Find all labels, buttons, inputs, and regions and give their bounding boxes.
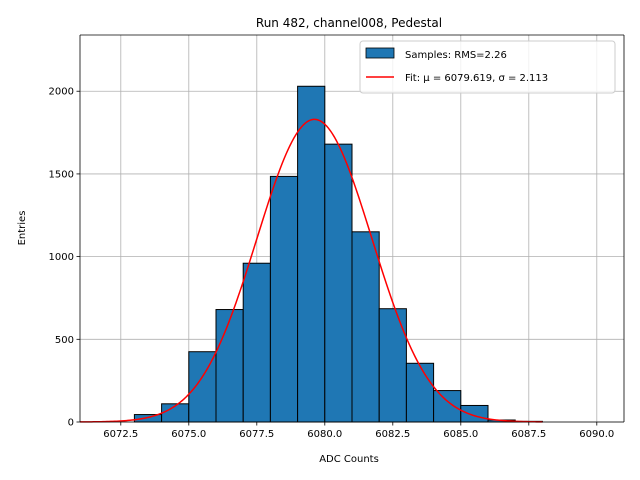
y-tick-label: 500 bbox=[55, 335, 74, 346]
x-tick-label: 6085.0 bbox=[443, 429, 478, 440]
y-tick-label: 2000 bbox=[49, 87, 74, 98]
x-axis-label: ADC Counts bbox=[319, 454, 379, 465]
y-tick-label: 0 bbox=[68, 418, 74, 429]
x-axis-ticks: 6072.5 6075.0 6077.5 6080.0 6082.5 6085.0 6087… bbox=[103, 422, 614, 440]
histogram-bar bbox=[215, 309, 244, 423]
histogram-bar bbox=[378, 308, 407, 423]
legend-histogram-label: Samples: RMS=2.26 bbox=[405, 50, 507, 61]
histogram-bar bbox=[351, 231, 380, 423]
histogram-bar bbox=[297, 85, 326, 423]
histogram-bar bbox=[269, 175, 299, 423]
histogram-bar bbox=[133, 414, 163, 423]
x-tick-label: 6090.0 bbox=[579, 429, 614, 440]
chart-title: Run 482, channel008, Pedestal bbox=[256, 16, 442, 30]
x-tick-label: 6075.0 bbox=[171, 429, 206, 440]
histogram-bar bbox=[242, 262, 271, 423]
histogram-bar bbox=[405, 362, 435, 423]
histogram-bar bbox=[460, 404, 489, 423]
y-axis-ticks: 0 500 1000 1500 2000 bbox=[49, 87, 80, 429]
x-tick-label: 6072.5 bbox=[103, 429, 138, 440]
legend-histogram-swatch bbox=[365, 47, 395, 59]
fit-curve bbox=[79, 118, 543, 423]
y-tick-label: 1000 bbox=[49, 252, 74, 263]
y-tick-label: 1500 bbox=[49, 169, 74, 180]
legend-box bbox=[359, 40, 616, 94]
y-axis-label: Entries bbox=[17, 211, 28, 246]
legend-fit-label: Fit: μ = 6079.619, σ = 2.113 bbox=[405, 73, 548, 84]
x-tick-label: 6080.0 bbox=[307, 429, 342, 440]
histogram-bars bbox=[133, 85, 543, 423]
legend: Samples: RMS=2.26 Fit: μ = 6079.619, σ =… bbox=[359, 40, 616, 94]
fit-curve-layer bbox=[79, 118, 543, 423]
x-tick-label: 6087.5 bbox=[511, 429, 546, 440]
histogram-bar bbox=[324, 143, 353, 423]
axes bbox=[79, 34, 625, 423]
histogram-bar bbox=[188, 351, 217, 423]
x-tick-label: 6082.5 bbox=[375, 429, 410, 440]
x-tick-label: 6077.5 bbox=[239, 429, 274, 440]
histogram-bar bbox=[433, 390, 462, 423]
